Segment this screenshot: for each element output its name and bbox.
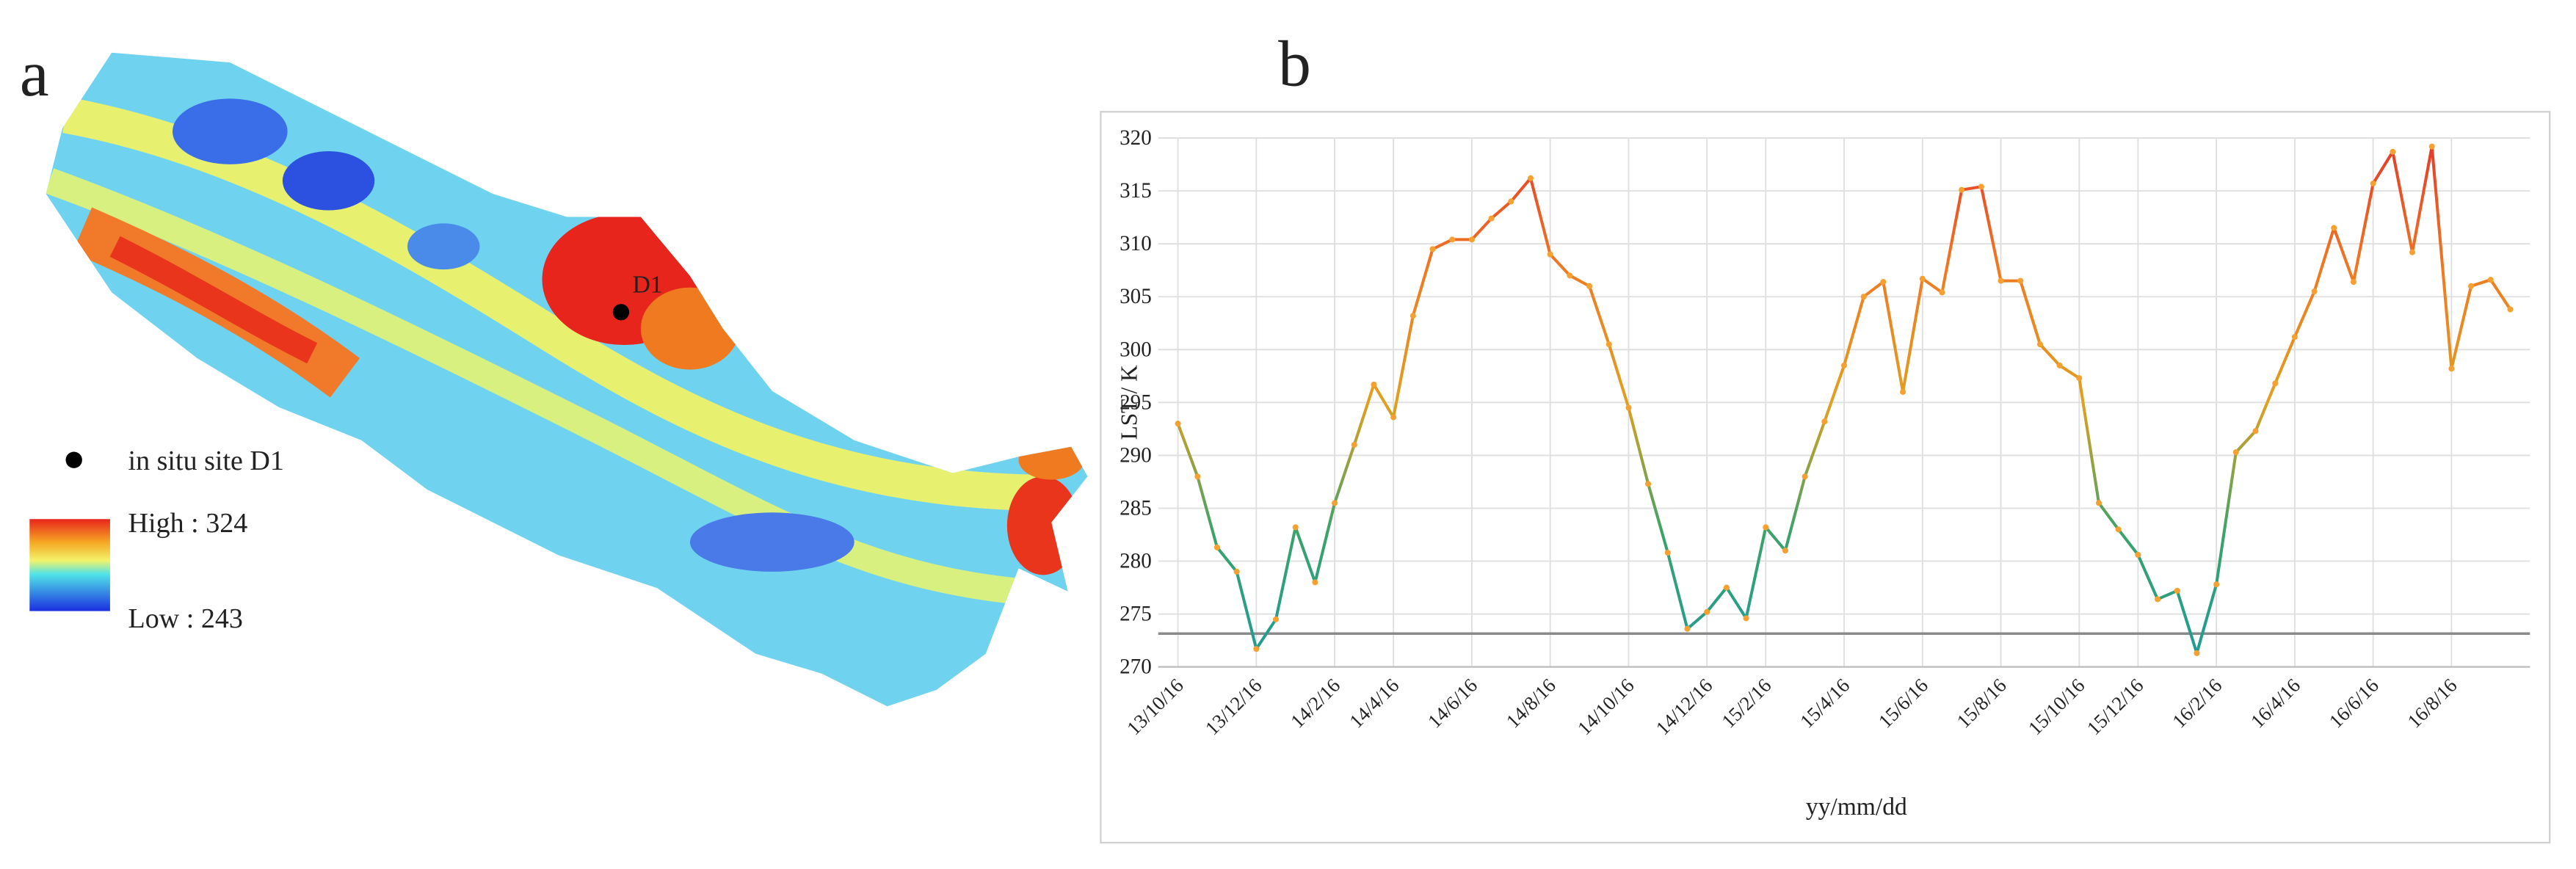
point — [1488, 215, 1495, 222]
point — [2155, 596, 2161, 603]
legend-text: Low : 243 — [128, 603, 243, 634]
point — [1586, 283, 1593, 289]
point — [2409, 249, 2416, 255]
point — [1272, 616, 1280, 622]
point — [1547, 251, 1553, 258]
legend-text: High : 324 — [128, 508, 248, 539]
point — [2174, 587, 2180, 594]
point — [1939, 289, 1945, 296]
panel-label: b — [1278, 27, 1311, 100]
point — [1213, 544, 1220, 550]
y-tick-label: 320 — [1120, 126, 1152, 150]
point — [1959, 186, 1965, 193]
point — [2135, 551, 2141, 558]
x-axis-label: yy/mm/dd — [1806, 793, 1907, 821]
y-tick-label: 300 — [1120, 338, 1152, 361]
y-axis-label: LST / K — [1117, 365, 1142, 440]
point — [1840, 362, 1848, 368]
point — [1645, 481, 1652, 487]
point — [1880, 279, 1887, 286]
point — [1194, 473, 1201, 480]
point — [2350, 279, 2357, 286]
map — [46, 52, 1088, 707]
point — [1998, 277, 2004, 284]
y-tick-label: 275 — [1120, 603, 1152, 626]
point — [1409, 313, 1416, 319]
point — [1664, 549, 1671, 556]
y-tick-label: 285 — [1120, 496, 1152, 520]
point — [1233, 568, 1240, 575]
point — [2370, 181, 2376, 187]
point — [1468, 236, 1475, 243]
point — [2390, 148, 2396, 155]
point — [1449, 236, 1456, 243]
point — [1704, 608, 1710, 615]
point — [2213, 581, 2220, 588]
point — [2017, 277, 2024, 284]
point — [2194, 650, 2200, 656]
point — [1390, 414, 1397, 421]
point — [2252, 428, 2259, 434]
y-tick-label: 295 — [1120, 390, 1152, 414]
point — [1763, 524, 1769, 531]
legend-text: in situ site D1 — [128, 446, 284, 476]
panel-label: a — [20, 37, 49, 110]
point — [1978, 183, 1984, 190]
point — [1782, 548, 1788, 554]
point — [2115, 526, 2122, 533]
point — [1802, 473, 1808, 480]
point — [2311, 288, 2318, 295]
y-tick-label: 290 — [1120, 443, 1152, 467]
point — [2507, 306, 2514, 313]
site-marker — [612, 304, 630, 321]
y-tick-label: 315 — [1120, 179, 1152, 203]
point — [1684, 625, 1691, 632]
point — [1429, 246, 1436, 252]
point — [2036, 341, 2043, 348]
point — [1371, 381, 1377, 388]
point — [1625, 404, 1632, 411]
point — [2076, 375, 2083, 382]
point — [1900, 388, 1906, 395]
point — [2291, 333, 2298, 341]
point — [2448, 366, 2455, 372]
point — [2428, 143, 2435, 150]
point — [2095, 500, 2102, 506]
point — [1723, 584, 1730, 591]
point — [1351, 441, 1357, 448]
point — [1860, 294, 1867, 300]
y-tick-label: 280 — [1120, 549, 1152, 572]
chart-frame — [1100, 111, 2551, 844]
point — [1919, 275, 1926, 282]
point — [2331, 225, 2337, 231]
point — [1743, 615, 1749, 622]
point — [2056, 362, 2063, 368]
point — [1527, 175, 1534, 181]
point — [2468, 283, 2475, 289]
point — [1821, 418, 1828, 425]
y-tick-label: 270 — [1120, 655, 1152, 679]
point — [2487, 277, 2494, 283]
point — [2232, 449, 2239, 456]
point — [2272, 380, 2279, 387]
y-tick-label: 305 — [1120, 285, 1152, 308]
point — [1175, 421, 1181, 427]
point — [1508, 198, 1514, 205]
y-tick-label: 310 — [1120, 232, 1152, 255]
point — [1567, 272, 1573, 279]
point — [1312, 579, 1318, 586]
point — [1606, 341, 1612, 348]
point — [1253, 646, 1260, 652]
color-bar — [29, 519, 110, 611]
point — [1332, 500, 1338, 506]
site-label: D1 — [633, 271, 663, 298]
point — [1292, 524, 1299, 531]
legend-marker — [65, 451, 82, 468]
